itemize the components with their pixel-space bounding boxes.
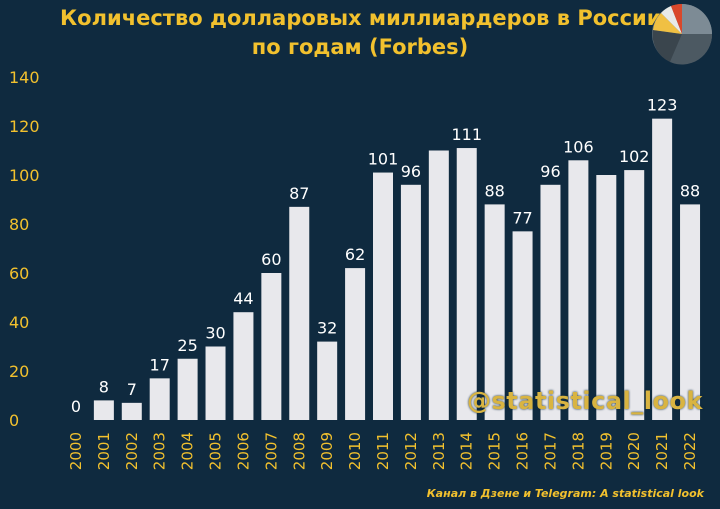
bar — [205, 346, 226, 420]
title-line-1: Количество долларовых миллиардеров в Рос… — [60, 6, 662, 30]
bar — [568, 160, 589, 421]
watermark: @statistical_look — [467, 387, 703, 415]
data-label: 88 — [680, 181, 700, 200]
x-tick-label: 2000 — [67, 432, 85, 470]
bar — [596, 175, 617, 420]
y-tick-label: 20 — [9, 362, 29, 381]
bar — [177, 358, 198, 420]
x-tick-label: 2016 — [514, 432, 532, 470]
chart-title: Количество долларовых миллиардеров в Рос… — [60, 4, 662, 62]
x-tick-label: 2017 — [541, 432, 559, 470]
y-tick-label: 0 — [9, 411, 19, 430]
bar — [93, 400, 114, 420]
data-label: 32 — [317, 319, 337, 338]
x-tick-label: 2006 — [234, 432, 252, 470]
x-tick-label: 2010 — [346, 432, 364, 470]
logo-pie-icon — [652, 3, 713, 65]
bar — [149, 378, 170, 420]
data-label: 25 — [177, 336, 197, 355]
x-tick-label: 2001 — [95, 432, 113, 470]
bar — [317, 341, 338, 420]
x-tick-label: 2011 — [374, 432, 392, 470]
data-label: 101 — [368, 150, 399, 169]
data-label: 87 — [289, 184, 309, 203]
x-tick-label: 2020 — [625, 432, 643, 470]
bar — [540, 184, 561, 420]
data-label: 8 — [99, 377, 109, 396]
x-tick-label: 2007 — [262, 432, 280, 470]
y-tick-label: 80 — [9, 215, 29, 234]
bar — [233, 312, 254, 420]
data-label: 106 — [563, 137, 594, 156]
data-label: 30 — [205, 324, 225, 343]
bar — [652, 118, 673, 421]
data-label: 0 — [71, 397, 81, 416]
bar — [512, 231, 533, 420]
data-label: 102 — [619, 147, 650, 166]
bar — [624, 170, 645, 420]
bar — [484, 204, 505, 420]
x-tick-label: 2015 — [486, 432, 504, 470]
bar — [289, 206, 310, 420]
title-line-2: по годам (Forbes) — [251, 35, 469, 59]
data-label: 111 — [451, 125, 482, 144]
data-label: 62 — [345, 245, 365, 264]
y-tick-label: 60 — [9, 264, 29, 283]
data-label: 96 — [401, 162, 421, 181]
y-tick-label: 100 — [9, 166, 40, 185]
data-label: 96 — [540, 162, 560, 181]
data-label: 44 — [233, 289, 253, 308]
x-tick-label: 2012 — [402, 432, 420, 470]
bar — [428, 150, 449, 420]
y-tick-label: 120 — [9, 117, 40, 136]
x-tick-label: 2014 — [458, 432, 476, 470]
bar — [680, 204, 701, 420]
data-label: 17 — [150, 355, 170, 374]
x-tick-label: 2002 — [123, 432, 141, 470]
x-tick-label: 2021 — [653, 432, 671, 470]
y-tick-label: 40 — [9, 313, 29, 332]
data-label: 77 — [512, 208, 532, 227]
bar — [345, 268, 366, 420]
x-tick-label: 2009 — [318, 432, 336, 470]
x-tick-label: 2005 — [207, 432, 225, 470]
footer-caption: Канал в Дзене и Telegram: A statistical … — [426, 487, 704, 500]
data-label: 123 — [647, 96, 678, 115]
data-label: 88 — [484, 181, 504, 200]
x-tick-label: 2004 — [179, 432, 197, 470]
bar — [261, 273, 282, 420]
bar — [121, 402, 142, 420]
x-tick-label: 2022 — [681, 432, 699, 470]
bar — [456, 148, 477, 421]
data-label: 60 — [261, 250, 281, 269]
x-tick-label: 2013 — [430, 432, 448, 470]
bar — [400, 184, 421, 420]
x-tick-label: 2008 — [290, 432, 308, 470]
x-tick-label: 2019 — [597, 432, 615, 470]
y-tick-label: 140 — [9, 68, 40, 87]
data-label: 7 — [127, 380, 137, 399]
bar — [373, 172, 393, 420]
x-tick-label: 2003 — [151, 432, 169, 470]
x-tick-label: 2018 — [569, 432, 587, 470]
